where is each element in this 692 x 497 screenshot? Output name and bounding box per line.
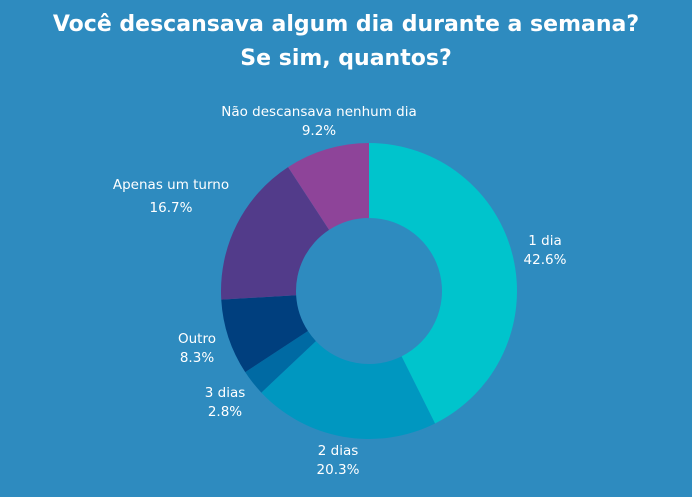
slice-label-value: 42.6% bbox=[523, 252, 567, 268]
slice-label-name: 1 dia bbox=[528, 233, 562, 249]
donut-slice-5 bbox=[288, 143, 369, 230]
slice-label-name: 2 dias bbox=[317, 443, 359, 459]
slice-label-apenas-um-turno: Apenas um turno 16.7% bbox=[113, 176, 229, 218]
slice-label-3-dias: 3 dias 2.8% bbox=[205, 384, 246, 422]
slice-label-2-dias: 2 dias 20.3% bbox=[317, 442, 360, 480]
slice-label-name: 3 dias bbox=[204, 385, 246, 401]
slice-label-value: 20.3% bbox=[316, 462, 360, 478]
donut-slice-1 bbox=[261, 341, 436, 440]
donut-slice-2 bbox=[245, 331, 316, 393]
slice-label-outro: Outro 8.3% bbox=[178, 330, 216, 368]
donut-slice-3 bbox=[221, 295, 308, 373]
slice-label-name: Outro bbox=[178, 331, 216, 347]
slice-label-value: 8.3% bbox=[179, 350, 215, 366]
slice-label-name: Não descansava nenhum dia bbox=[221, 104, 417, 120]
donut-slice-0 bbox=[369, 143, 517, 424]
slice-label-name: Apenas um turno bbox=[112, 177, 230, 193]
chart-title-line-2: Se sim, quantos? bbox=[240, 46, 452, 71]
slice-label-value: 16.7% bbox=[149, 200, 193, 216]
slice-label-value: 2.8% bbox=[207, 404, 243, 420]
chart-title: Você descansava algum dia durante a sema… bbox=[0, 8, 692, 76]
slice-label-1-dia: 1 dia 42.6% bbox=[524, 232, 567, 270]
slice-label-value: 9.2% bbox=[301, 123, 337, 139]
donut-slice-4 bbox=[221, 167, 330, 300]
chart-title-line-1: Você descansava algum dia durante a sema… bbox=[52, 12, 640, 37]
slice-label-nao-descansava: Não descansava nenhum dia 9.2% bbox=[221, 103, 417, 141]
